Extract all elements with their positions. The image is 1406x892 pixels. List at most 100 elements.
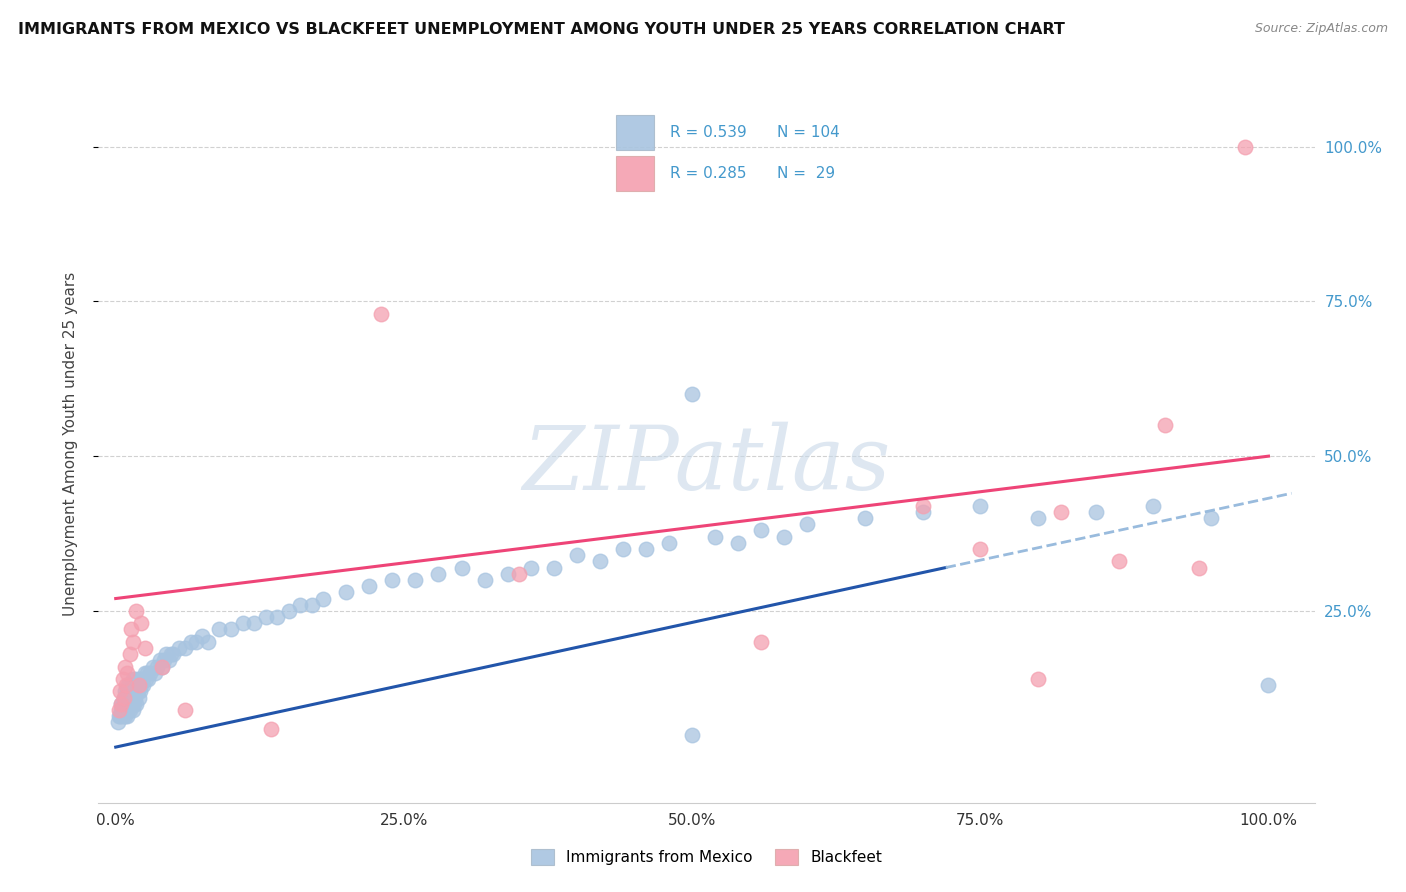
Point — [117, 678, 139, 692]
Point — [1257, 678, 1279, 692]
Point — [543, 560, 565, 574]
Point — [118, 647, 141, 661]
Point — [117, 690, 139, 705]
Point — [143, 665, 166, 680]
Text: N = 104: N = 104 — [778, 125, 839, 140]
Point — [150, 659, 173, 673]
Point — [1084, 505, 1107, 519]
Point — [148, 653, 170, 667]
Point — [288, 598, 311, 612]
Point — [125, 604, 148, 618]
Point — [125, 697, 148, 711]
Y-axis label: Unemployment Among Youth under 25 years: Unemployment Among Youth under 25 years — [63, 272, 77, 615]
Point — [157, 653, 180, 667]
Point — [173, 703, 195, 717]
Point — [129, 678, 152, 692]
Point — [108, 709, 131, 723]
Point — [115, 684, 138, 698]
Point — [118, 690, 141, 705]
Point — [969, 499, 991, 513]
Point — [749, 524, 772, 538]
Point — [108, 703, 131, 717]
Point — [208, 623, 231, 637]
Point — [260, 722, 283, 736]
Point — [681, 728, 703, 742]
Point — [135, 672, 157, 686]
Text: R = 0.539: R = 0.539 — [671, 125, 747, 140]
Point — [773, 530, 796, 544]
Point — [612, 541, 634, 556]
Text: IMMIGRANTS FROM MEXICO VS BLACKFEET UNEMPLOYMENT AMONG YOUTH UNDER 25 YEARS CORR: IMMIGRANTS FROM MEXICO VS BLACKFEET UNEM… — [18, 22, 1066, 37]
Point — [1026, 672, 1049, 686]
Point — [155, 647, 177, 661]
Point — [125, 678, 148, 692]
Point — [120, 697, 142, 711]
Point — [911, 505, 934, 519]
Point — [111, 697, 134, 711]
Point — [335, 585, 357, 599]
Point — [450, 560, 472, 574]
Point — [120, 623, 142, 637]
Point — [112, 690, 135, 705]
Point — [160, 647, 183, 661]
Point — [114, 709, 136, 723]
Point — [1188, 560, 1211, 574]
Point — [381, 573, 404, 587]
Point — [129, 616, 152, 631]
Point — [114, 697, 136, 711]
Point — [134, 641, 156, 656]
Point — [111, 709, 134, 723]
Point — [142, 659, 165, 673]
Point — [727, 536, 749, 550]
Point — [191, 629, 214, 643]
Point — [122, 678, 145, 692]
Point — [243, 616, 266, 631]
Text: N =  29: N = 29 — [778, 166, 835, 181]
Point — [115, 697, 138, 711]
Point — [121, 678, 143, 692]
Point — [749, 635, 772, 649]
Point — [110, 697, 132, 711]
Point — [162, 647, 184, 661]
Point — [110, 697, 132, 711]
Point — [139, 665, 162, 680]
Point — [197, 635, 219, 649]
Point — [128, 678, 150, 692]
Point — [131, 672, 153, 686]
Point — [115, 703, 138, 717]
Point — [115, 665, 138, 680]
Point — [115, 678, 138, 692]
Point — [122, 690, 145, 705]
Point — [1199, 511, 1222, 525]
Point — [427, 566, 450, 581]
Point — [114, 659, 136, 673]
Point — [796, 517, 818, 532]
Point — [132, 678, 155, 692]
Point — [186, 635, 208, 649]
Legend: Immigrants from Mexico, Blackfeet: Immigrants from Mexico, Blackfeet — [524, 843, 889, 871]
Point — [312, 591, 335, 606]
FancyBboxPatch shape — [616, 114, 654, 150]
Point — [107, 715, 129, 730]
Point — [124, 672, 146, 686]
Point — [122, 697, 145, 711]
Point — [1234, 139, 1257, 153]
Point — [153, 653, 176, 667]
Point — [173, 641, 195, 656]
Text: ZIPatlas: ZIPatlas — [522, 422, 891, 508]
Point — [704, 530, 727, 544]
Point — [115, 709, 138, 723]
Point — [266, 610, 288, 624]
Point — [135, 665, 157, 680]
Point — [129, 684, 152, 698]
Point — [370, 307, 392, 321]
Point — [122, 635, 145, 649]
Point — [110, 703, 132, 717]
Point — [231, 616, 253, 631]
Point — [115, 690, 138, 705]
Point — [110, 709, 132, 723]
Point — [117, 703, 139, 717]
Point — [122, 703, 145, 717]
Point — [136, 672, 159, 686]
Point — [658, 536, 681, 550]
